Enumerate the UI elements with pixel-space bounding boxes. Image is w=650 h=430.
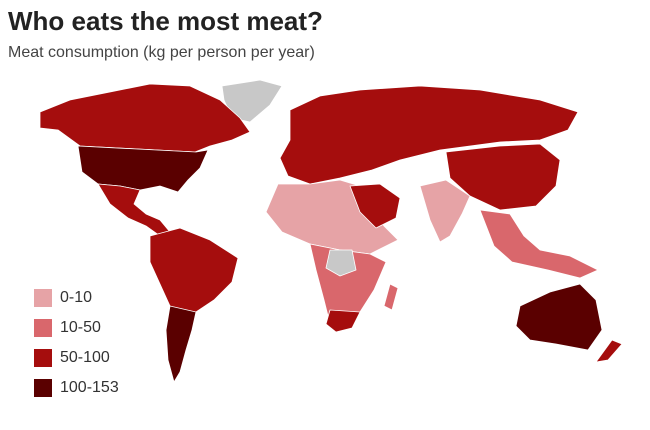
legend-swatch bbox=[34, 289, 52, 307]
south-africa bbox=[325, 309, 361, 333]
central-america bbox=[97, 183, 171, 237]
australia bbox=[515, 283, 603, 351]
canada bbox=[39, 83, 251, 153]
south-america bbox=[149, 227, 239, 317]
legend-label: 50-100 bbox=[60, 349, 110, 366]
subtitle: Meat consumption (kg per person per year… bbox=[8, 44, 315, 61]
legend-label: 10-50 bbox=[60, 319, 101, 336]
greenland bbox=[221, 79, 283, 123]
china bbox=[445, 143, 561, 211]
europe-russia bbox=[279, 85, 579, 185]
legend-swatch bbox=[34, 379, 52, 397]
india bbox=[419, 179, 471, 243]
legend-swatch bbox=[34, 319, 52, 337]
southeast-asia bbox=[479, 209, 599, 279]
usa bbox=[77, 145, 209, 193]
arabia bbox=[349, 183, 401, 229]
central-africa bbox=[325, 249, 357, 277]
title: Who eats the most meat? bbox=[8, 6, 323, 36]
legend-swatch bbox=[34, 349, 52, 367]
madagascar bbox=[383, 283, 399, 311]
legend-label: 0-10 bbox=[60, 289, 92, 306]
argentina bbox=[165, 305, 197, 383]
new-zealand bbox=[595, 339, 623, 363]
legend-label: 100-153 bbox=[60, 379, 119, 396]
